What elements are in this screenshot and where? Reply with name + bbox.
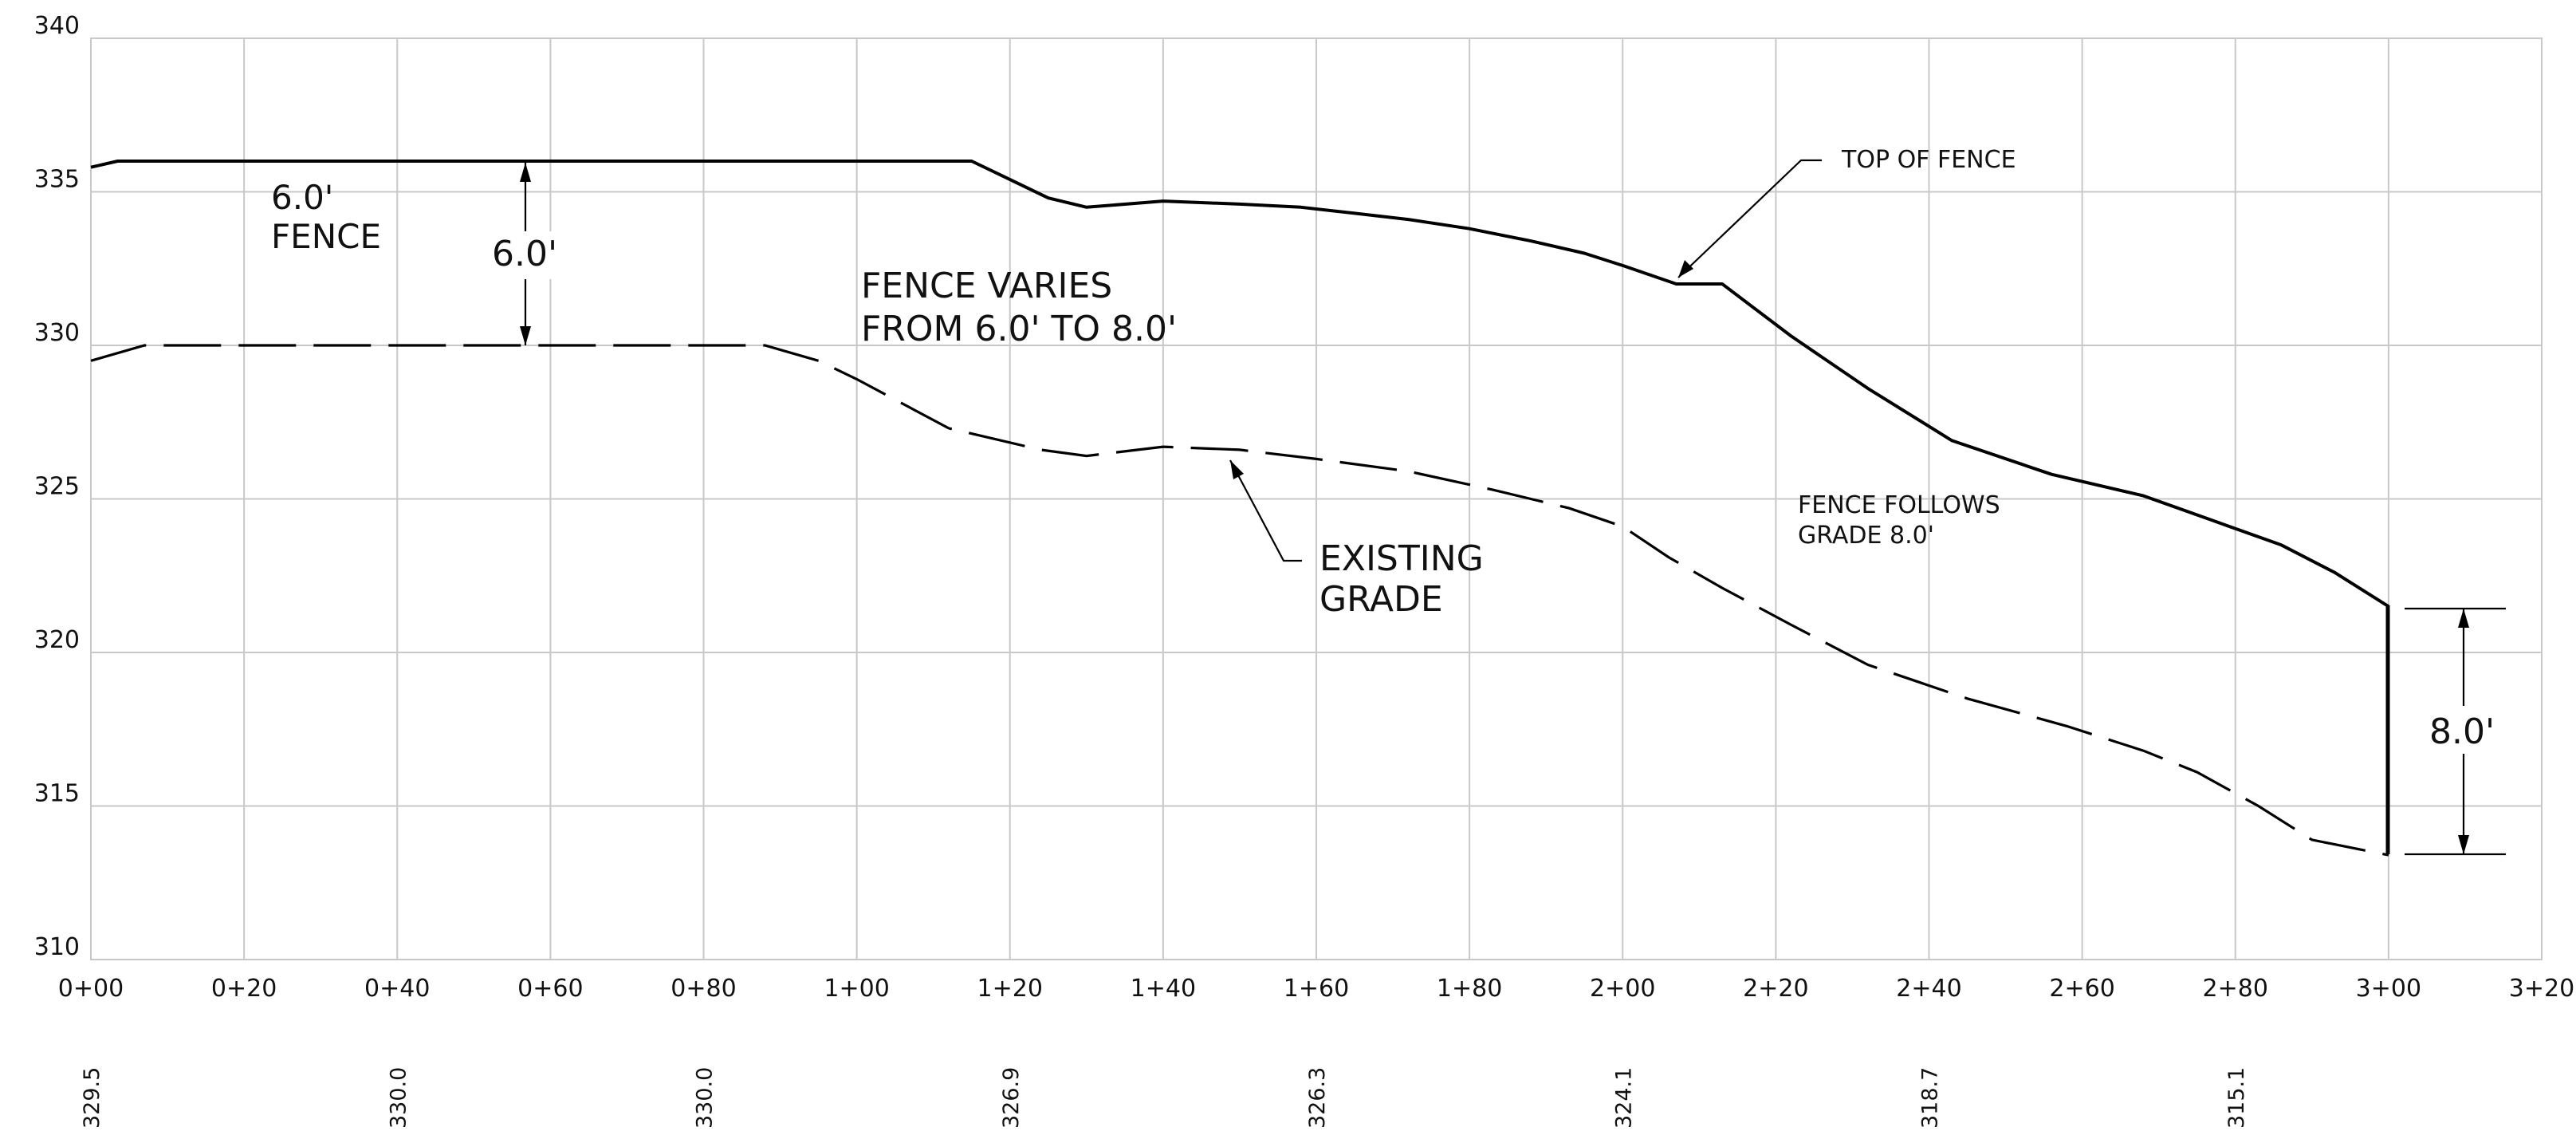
- x-tick-label: 0+20: [211, 975, 277, 1003]
- fence-6ft-label-1: 6.0': [271, 178, 333, 217]
- y-tick-label: 340: [34, 12, 80, 40]
- grid: [90, 37, 2543, 960]
- ground-elevation-label: 329.5: [80, 1067, 104, 1129]
- x-tick-label: 1+00: [824, 975, 889, 1003]
- dim-8ft-arrow-bottom: [2458, 835, 2469, 854]
- x-tick-label: 1+40: [1131, 975, 1196, 1003]
- x-tick-label: 3+00: [2356, 975, 2421, 1003]
- existing-grade-line: [90, 344, 2389, 857]
- y-tick-label: 325: [34, 473, 80, 501]
- x-tick-label: 1+60: [1284, 975, 1349, 1003]
- y-tick-label: 320: [34, 626, 80, 654]
- x-tick-label: 0+00: [58, 975, 124, 1003]
- annotations: 6.0' FENCE 6.0' FENCE VARIES FROM 6.0' T…: [271, 146, 2506, 856]
- ground-elevation-label: 330.0: [386, 1067, 411, 1129]
- top-of-fence-leader: [1677, 159, 1822, 278]
- ground-elevation-label: 330.0: [693, 1067, 718, 1129]
- dim-6ft-label: 6.0': [492, 234, 557, 274]
- fence-varies-label-1: FENCE VARIES: [861, 266, 1112, 306]
- dim-6ft-arrow-top: [520, 163, 531, 182]
- x-tick-label: 2+60: [2049, 975, 2114, 1003]
- dim-8ft-arrow-top: [2458, 609, 2469, 628]
- x-tick-label: 0+80: [671, 975, 736, 1003]
- ground-elevation-label: 318.7: [1918, 1067, 1943, 1129]
- dim-6ft-arrow-bottom: [520, 326, 531, 345]
- top-of-fence-arrow: [1678, 260, 1693, 278]
- ground-elevation-label: 326.9: [999, 1067, 1024, 1129]
- y-tick-label: 330: [34, 319, 80, 347]
- axes: 0+00 0+20 0+40 0+60 0+80 1+00 1+20 1+40 1+60 1+80…: [34, 12, 2574, 1003]
- ground-elevation-label: 315.1: [2224, 1067, 2249, 1129]
- ground-elevation-label: 326.3: [1305, 1067, 1330, 1129]
- fence-6ft-label-2: FENCE: [271, 217, 381, 256]
- existing-grade-arrow: [1230, 460, 1244, 479]
- x-tick-label: 2+40: [1896, 975, 1961, 1003]
- x-tick-label: 1+20: [977, 975, 1043, 1003]
- y-tick-label: 335: [34, 166, 80, 194]
- existing-grade-label-2: GRADE: [1319, 579, 1443, 620]
- x-tick-label: 2+80: [2203, 975, 2268, 1003]
- x-tick-label: 0+40: [364, 975, 430, 1003]
- elevation-row: 329.5 330.0 330.0 326.9 326.3 324.1 318.7 315.1: [80, 1067, 2249, 1129]
- fence-varies-label-2: FROM 6.0' TO 8.0': [861, 309, 1177, 349]
- x-tick-label: 2+00: [1590, 975, 1655, 1003]
- top-of-fence-line: [90, 160, 2389, 608]
- x-tick-label: 3+20: [2509, 975, 2574, 1003]
- x-tick-label: 1+80: [1437, 975, 1502, 1003]
- ground-elevation-label: 324.1: [1611, 1067, 1636, 1129]
- existing-grade-label-1: EXISTING: [1319, 538, 1484, 579]
- x-tick-label: 0+60: [517, 975, 583, 1003]
- dim-8ft-label: 8.0': [2429, 711, 2495, 752]
- fence-follows-label-1: FENCE FOLLOWS: [1798, 491, 2000, 519]
- fence-follows-label-2: GRADE 8.0': [1798, 522, 1934, 550]
- x-tick-label: 2+20: [1743, 975, 1808, 1003]
- y-tick-label: 310: [34, 933, 80, 961]
- existing-grade-leader: [1229, 459, 1302, 562]
- series: [90, 160, 2389, 857]
- y-tick-label: 315: [34, 780, 80, 808]
- top-of-fence-label: TOP OF FENCE: [1841, 146, 2016, 174]
